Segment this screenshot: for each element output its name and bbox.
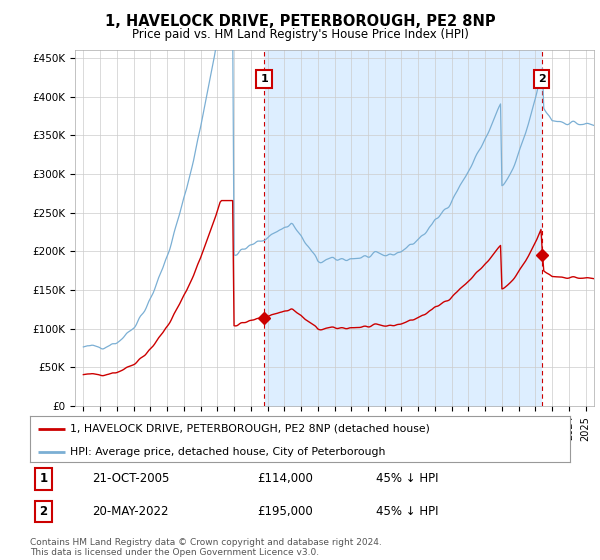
Text: 1: 1 — [260, 74, 268, 84]
Text: 2: 2 — [40, 505, 47, 517]
Text: 1: 1 — [40, 473, 47, 486]
Text: Contains HM Land Registry data © Crown copyright and database right 2024.
This d: Contains HM Land Registry data © Crown c… — [30, 538, 382, 557]
Text: 45% ↓ HPI: 45% ↓ HPI — [376, 473, 438, 486]
Text: 2: 2 — [538, 74, 545, 84]
Text: £195,000: £195,000 — [257, 505, 313, 517]
Text: 1, HAVELOCK DRIVE, PETERBOROUGH, PE2 8NP: 1, HAVELOCK DRIVE, PETERBOROUGH, PE2 8NP — [104, 14, 496, 29]
Text: £114,000: £114,000 — [257, 473, 313, 486]
Text: 45% ↓ HPI: 45% ↓ HPI — [376, 505, 438, 517]
Text: 20-MAY-2022: 20-MAY-2022 — [92, 505, 169, 517]
Text: Price paid vs. HM Land Registry's House Price Index (HPI): Price paid vs. HM Land Registry's House … — [131, 28, 469, 41]
Text: HPI: Average price, detached house, City of Peterborough: HPI: Average price, detached house, City… — [71, 447, 386, 457]
Text: 1, HAVELOCK DRIVE, PETERBOROUGH, PE2 8NP (detached house): 1, HAVELOCK DRIVE, PETERBOROUGH, PE2 8NP… — [71, 424, 430, 434]
Text: 21-OCT-2005: 21-OCT-2005 — [92, 473, 169, 486]
